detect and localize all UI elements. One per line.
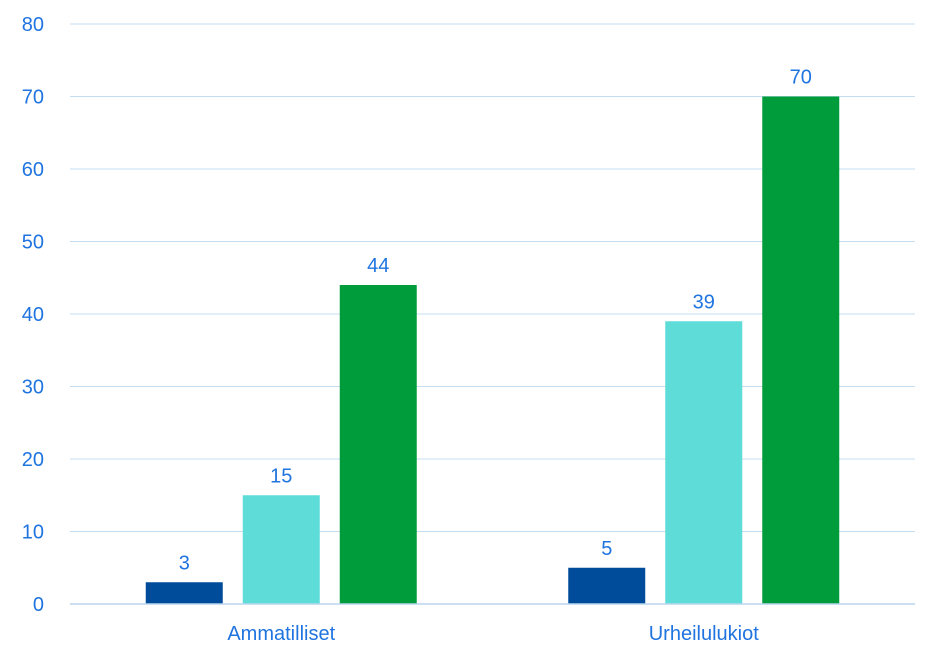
y-tick-label: 10	[22, 522, 44, 544]
y-tick-label: 0	[33, 594, 44, 616]
data-label: 70	[790, 67, 812, 89]
bar	[665, 321, 743, 604]
y-tick-label: 50	[22, 232, 44, 254]
x-axis: Ammatilliset Urheilulukiot	[70, 603, 915, 645]
y-tick-label: 70	[22, 87, 44, 109]
bar	[568, 567, 646, 604]
y-tick-label: 30	[22, 377, 44, 399]
data-label: 39	[693, 291, 715, 313]
bar	[145, 582, 223, 604]
y-tick-label: 60	[22, 159, 44, 181]
data-label: 44	[367, 255, 389, 277]
gridlines	[70, 23, 915, 532]
y-tick-label: 80	[22, 14, 44, 36]
bars	[145, 96, 840, 604]
y-axis: 0 10 20 30 40 50 60 70 80	[22, 14, 44, 616]
y-tick-label: 20	[22, 449, 44, 471]
data-label: 15	[270, 465, 292, 487]
x-category-label: Urheilulukiot	[649, 623, 759, 645]
x-category-label: Ammatilliset	[227, 623, 335, 645]
bar	[762, 96, 840, 604]
data-labels: 3 15 44 5 39 70	[179, 67, 812, 575]
data-label: 5	[601, 538, 612, 560]
bar	[242, 495, 320, 604]
data-label: 3	[179, 552, 190, 574]
bar	[339, 285, 417, 604]
y-tick-label: 40	[22, 304, 44, 326]
